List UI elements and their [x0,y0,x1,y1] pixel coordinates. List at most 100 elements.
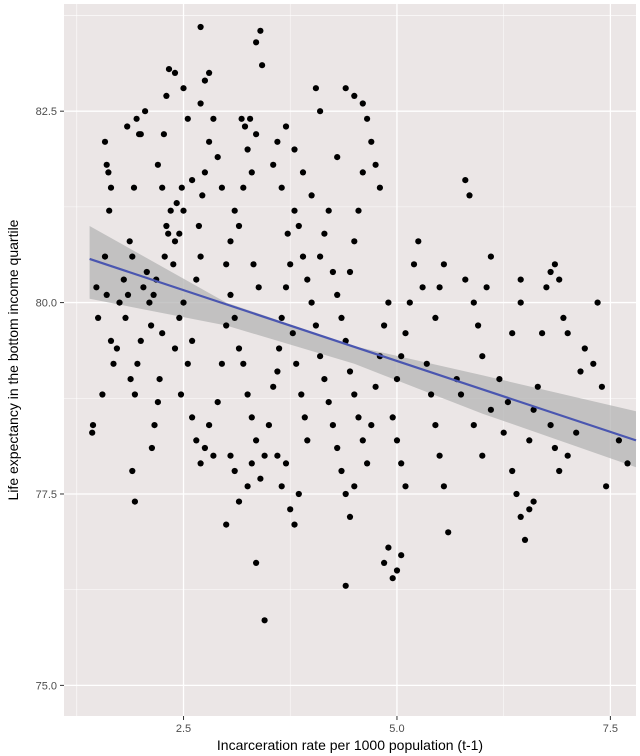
data-point [304,437,311,444]
data-point [445,529,452,536]
data-point [509,467,516,475]
data-point [381,322,388,329]
data-point [214,399,221,406]
data-point [398,353,405,360]
data-point [329,422,336,429]
data-point [116,299,123,306]
data-point [189,414,196,421]
data-point [487,253,494,260]
data-point [201,169,208,176]
data-point [231,314,238,321]
data-point [539,330,546,337]
data-point [103,161,110,168]
confidence-band-area [89,226,637,468]
data-point [105,169,112,176]
data-point [235,345,243,352]
data-point [265,422,272,429]
data-point [150,291,157,298]
data-point [289,330,296,337]
data-point [146,299,153,306]
data-point [261,452,268,459]
confidence-band [89,226,637,468]
data-point [364,460,371,467]
data-point [406,299,413,306]
y-axis-ticks: 75.0 77.5 80.0 82.5 [36,106,64,692]
data-point [282,460,290,467]
data-point [165,230,172,237]
data-point [317,253,324,260]
fit-line [89,257,637,442]
data-point [298,391,305,398]
data-point [227,238,234,245]
data-point [173,200,180,207]
data-point [253,39,260,46]
data-point [530,406,537,413]
data-point [475,322,482,329]
data-point [526,506,533,513]
data-point [517,276,524,283]
data-point [287,261,294,268]
data-point [312,85,319,92]
data-point [171,69,179,76]
x-axis-ticks: 2.5 5.0 7.5 [176,716,618,735]
data-point [223,261,230,268]
data-point [410,261,418,268]
data-point [167,207,174,214]
data-point [107,184,115,191]
data-point [321,230,328,237]
data-point [564,452,571,459]
data-point [171,238,179,245]
data-point [504,399,511,406]
data-point [176,230,183,237]
data-point [131,498,138,505]
data-point [159,184,166,191]
data-point [278,483,285,490]
data-point [206,422,213,429]
data-point [440,483,447,490]
data-point [351,391,358,398]
data-point [304,276,311,283]
data-point [161,253,168,260]
data-point [180,299,187,306]
data-point [325,399,332,406]
data-point [432,422,439,429]
data-point [509,330,516,337]
data-point [199,192,206,199]
data-point [299,253,307,260]
data-point [479,452,486,459]
data-point [543,284,550,291]
data-point [124,291,132,298]
data-point [342,490,349,498]
data-point [393,376,401,383]
data-point [428,391,435,398]
data-point [227,291,234,298]
data-point [291,521,298,528]
data-point [171,345,179,352]
data-point [287,506,294,513]
data-point [189,337,196,344]
data-point [170,261,177,268]
data-point [624,460,631,467]
data-point [573,429,580,436]
data-point [359,169,366,176]
data-point [329,268,336,276]
data-point [129,253,136,260]
data-point [257,27,264,34]
data-point [351,92,358,99]
data-point [193,276,200,283]
data-point [351,483,358,490]
data-point [178,184,185,191]
data-point [248,460,255,467]
data-point [257,475,264,482]
data-point [206,138,213,145]
data-point [334,444,341,452]
data-point [526,437,533,444]
data-point [398,552,405,559]
data-point [364,115,371,122]
data-point [598,383,606,390]
data-point [295,490,302,498]
data-point [551,444,559,452]
data-point [270,161,277,168]
data-point [227,452,234,459]
data-point [218,184,225,191]
